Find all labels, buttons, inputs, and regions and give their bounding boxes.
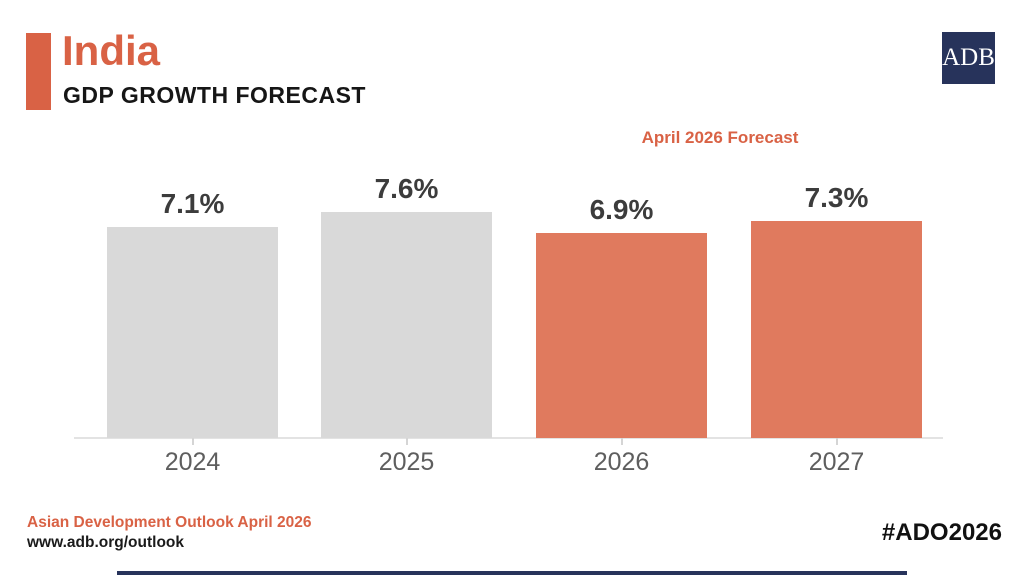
chart-title: GDP GROWTH FORECAST [63,82,366,108]
bar-2025 [321,212,492,438]
x-axis-label: 2027 [808,448,865,476]
footer-source: Asian Development Outlook April 2026 [27,514,312,531]
x-axis-label: 2024 [164,448,221,476]
title-accent-bar [26,33,51,110]
adb-logo: ADB [942,32,995,84]
forecast-legend-label: April 2026 Forecast [641,128,799,147]
axis-tick [191,438,194,445]
x-axis-label: 2025 [378,448,435,476]
axis-tick [835,438,838,445]
footer-url: www.adb.org/outlook [27,534,184,551]
bar-2026 [536,233,707,438]
bar-value-label: 7.6% [374,173,439,204]
bar-value-label: 6.9% [589,194,654,225]
axis-tick [405,438,408,445]
bar-2024 [107,227,278,438]
bar-value-label: 7.1% [160,188,225,219]
x-axis-line [74,437,943,439]
footer-hashtag: #ADO2026 [881,519,1002,546]
x-axis-label: 2026 [593,448,650,476]
bottom-accent-rule [117,571,907,575]
country-title: India [62,27,161,74]
bar-value-label: 7.3% [804,182,869,213]
axis-tick [620,438,623,445]
bar-2027 [751,221,922,438]
adb-logo-text: ADB [942,44,995,71]
